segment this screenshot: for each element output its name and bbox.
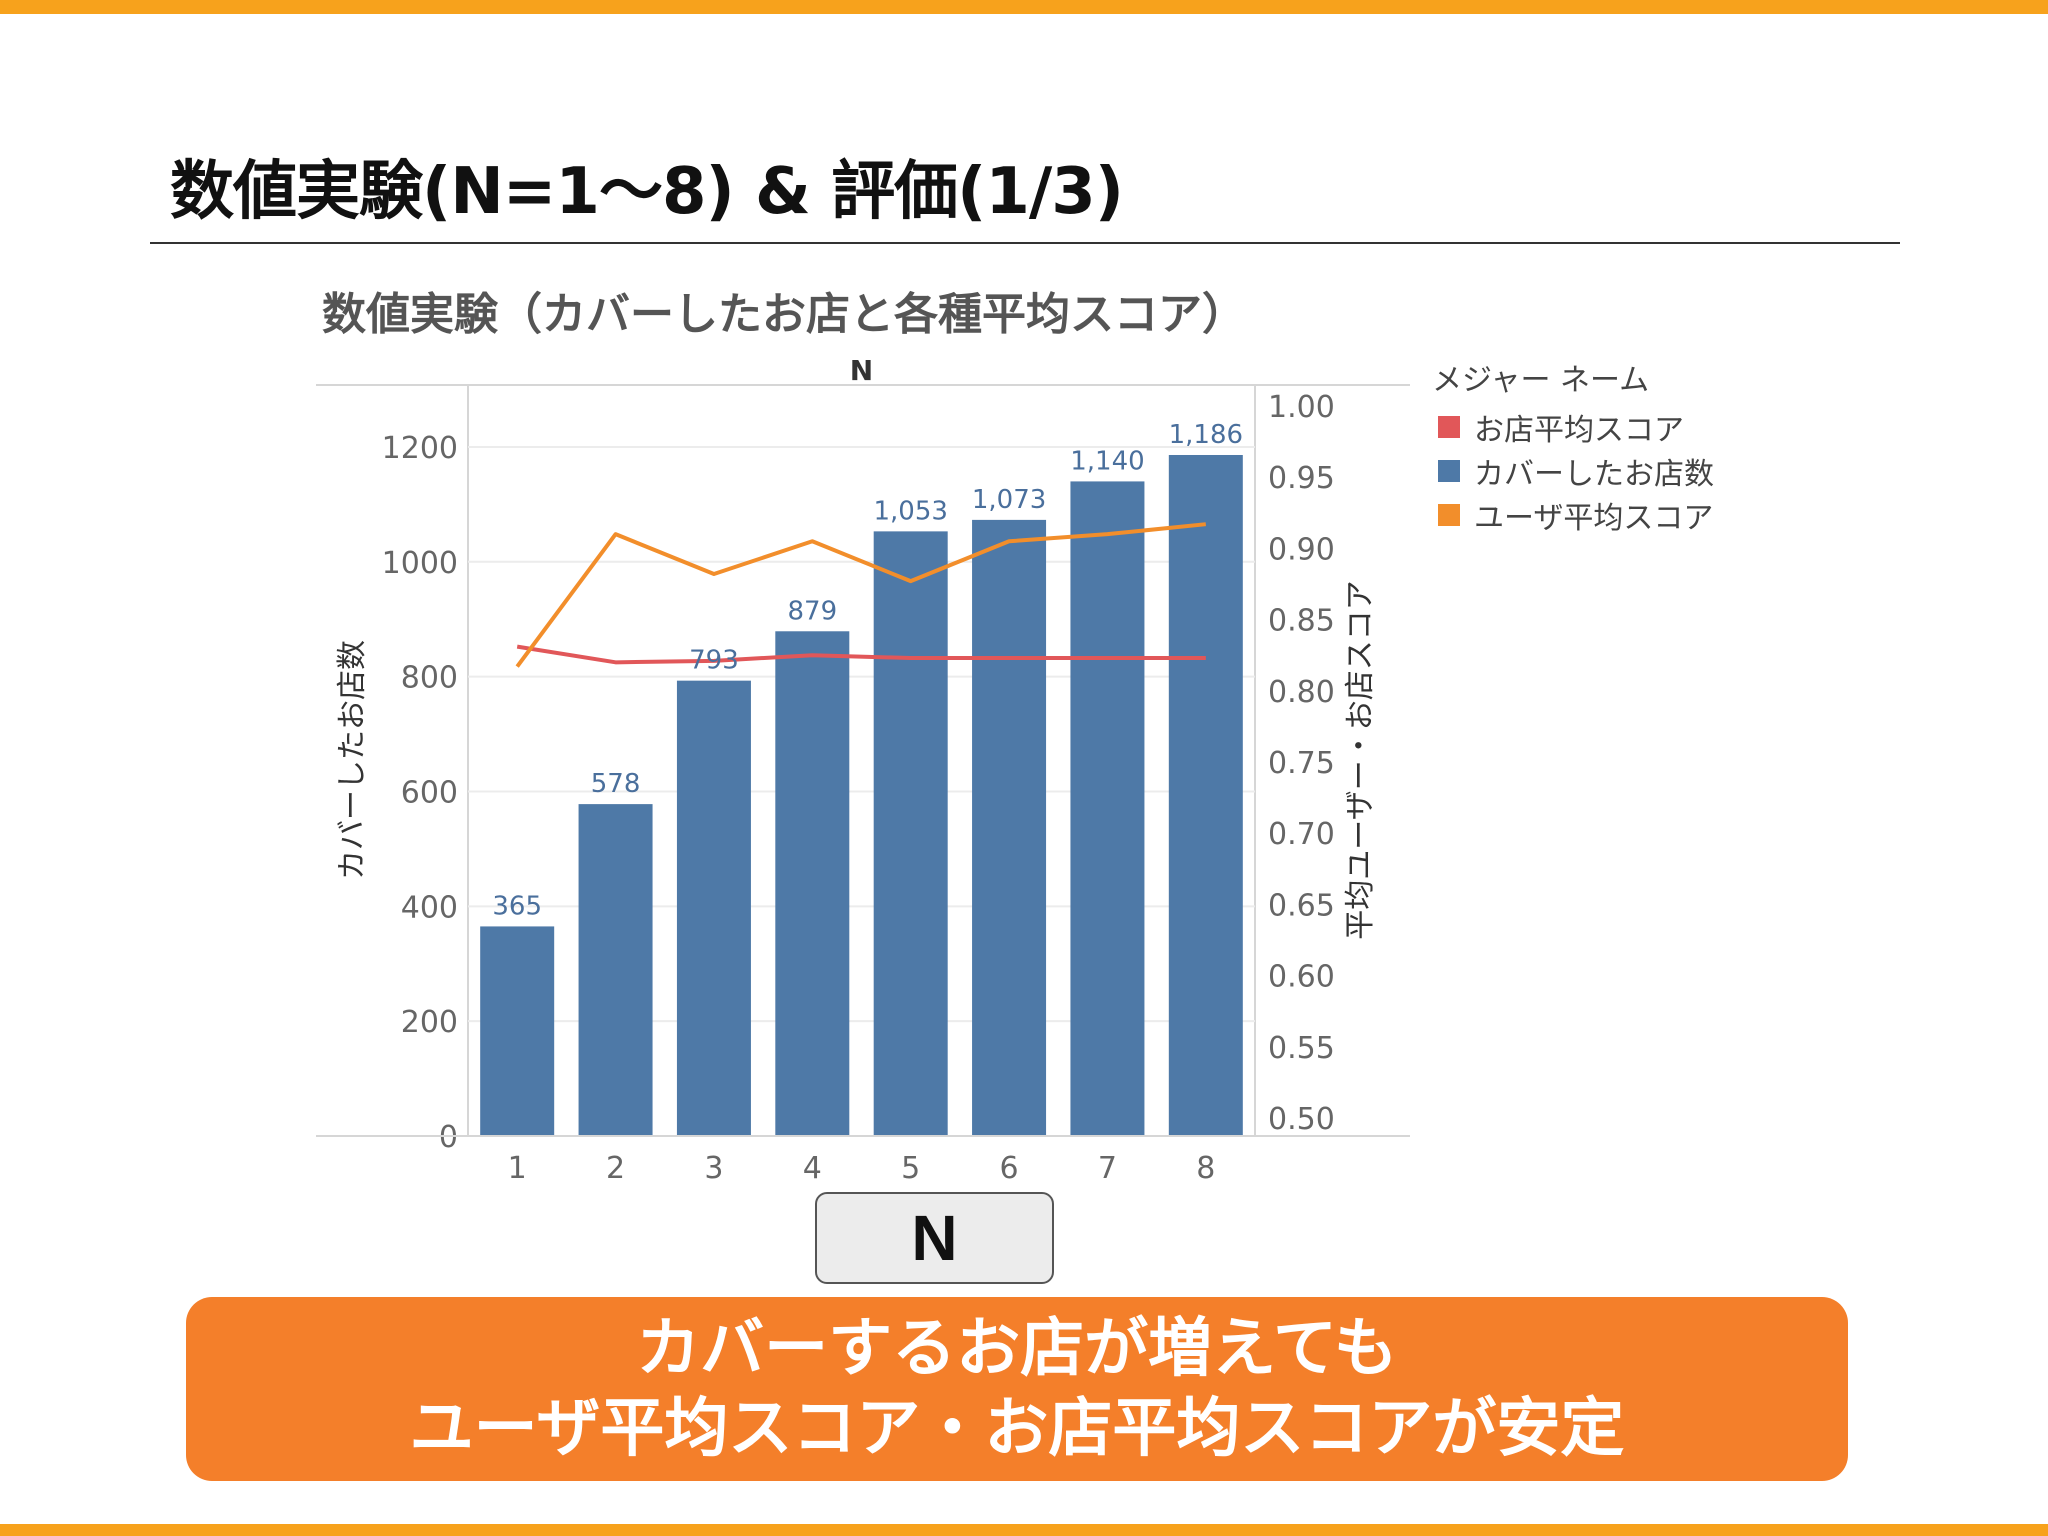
bottom-accent-bar [0, 1524, 2048, 1536]
callout-line-1: カバーするお店が増えても [636, 1312, 1398, 1386]
x-tick-label: 8 [1196, 1151, 1215, 1186]
y2-tick-label: 0.95 [1268, 461, 1335, 496]
legend-title: メジャー ネーム [1432, 363, 1650, 398]
y-tick-label: 1200 [382, 431, 458, 466]
legend-label-shop-score: お店平均スコア [1474, 413, 1684, 448]
y-tick-label: 200 [401, 1005, 458, 1040]
y-tick-label: 600 [401, 775, 458, 810]
y2-tick-label: 0.60 [1268, 960, 1335, 995]
x-tick-label: 1 [508, 1151, 527, 1186]
bar-data-label: 1,053 [873, 496, 947, 526]
bar-data-label: 1,140 [1070, 446, 1144, 476]
callout-line-2: ユーザ平均スコア・お店平均スコアが安定 [409, 1392, 1625, 1466]
top-accent-bar [0, 0, 2048, 14]
y2-tick-label: 0.75 [1268, 746, 1335, 781]
y2-axis-title: 平均ユーザー・お店スコア [1343, 580, 1378, 939]
bar-data-label: 879 [787, 596, 837, 626]
user-score-line [515, 522, 1207, 668]
x-tick-label: 7 [1098, 1151, 1117, 1186]
y-tick-label: 0 [439, 1120, 458, 1155]
x-tick-label: 3 [704, 1151, 723, 1186]
bar [1168, 454, 1243, 1137]
y-tick-label: 1000 [382, 546, 458, 581]
bar [972, 519, 1047, 1136]
y-tick-label: 400 [401, 890, 458, 925]
bar [480, 926, 555, 1136]
bar-data-label: 578 [591, 769, 641, 799]
legend-swatch-shop-score [1438, 416, 1460, 438]
legend-item-shop-score[interactable]: お店平均スコア [1432, 405, 1714, 449]
x-axis-name-button[interactable]: N [815, 1192, 1054, 1284]
y2-tick-label: 0.90 [1268, 532, 1335, 567]
bar-data-label: 365 [492, 891, 542, 921]
bar [873, 531, 948, 1136]
bar-data-label: 1,186 [1169, 420, 1243, 450]
title-divider [150, 242, 1900, 244]
slide-title: 数値実験(N=1〜8) & 評価(1/3) [170, 155, 1124, 229]
legend-swatch-covered-shops [1438, 460, 1460, 482]
legend-label-covered-shops: カバーしたお店数 [1474, 457, 1714, 492]
legend: メジャー ネーム お店平均スコア カバーしたお店数 ユーザ平均スコア [1432, 355, 1714, 537]
legend-label-user-score: ユーザ平均スコア [1474, 501, 1714, 536]
x-tick-label: 5 [901, 1151, 920, 1186]
y-axis-title: カバーしたお店数 [335, 640, 370, 880]
y2-tick-label: 0.50 [1268, 1102, 1335, 1137]
x-tick-label: 2 [606, 1151, 625, 1186]
bar [775, 631, 850, 1136]
x-tick-label: 6 [1000, 1151, 1019, 1186]
conclusion-callout: カバーするお店が増えても ユーザ平均スコア・お店平均スコアが安定 [186, 1297, 1848, 1481]
bar [1070, 481, 1145, 1136]
y2-tick-label: 0.80 [1268, 675, 1335, 710]
legend-item-covered-shops[interactable]: カバーしたお店数 [1432, 449, 1714, 493]
y2-tick-label: 1.00 [1268, 390, 1335, 425]
y2-tick-label: 0.70 [1268, 817, 1335, 852]
legend-swatch-user-score [1438, 504, 1460, 526]
bar [676, 680, 751, 1136]
chart-title: 数値実験（カバーしたお店と各種平均スコア） [322, 289, 1246, 340]
shop-score-line [516, 644, 1206, 665]
legend-item-user-score[interactable]: ユーザ平均スコア [1432, 493, 1714, 537]
y2-tick-label: 0.65 [1268, 888, 1335, 923]
bar-data-label: 1,073 [972, 485, 1046, 515]
y2-tick-label: 0.55 [1268, 1031, 1335, 1066]
bar-data-label: 793 [689, 646, 739, 676]
y2-tick-label: 0.85 [1268, 604, 1335, 639]
x-tick-label: 4 [803, 1151, 822, 1186]
y-tick-label: 800 [401, 661, 458, 696]
column-header: N [850, 354, 873, 387]
bar [578, 804, 653, 1136]
